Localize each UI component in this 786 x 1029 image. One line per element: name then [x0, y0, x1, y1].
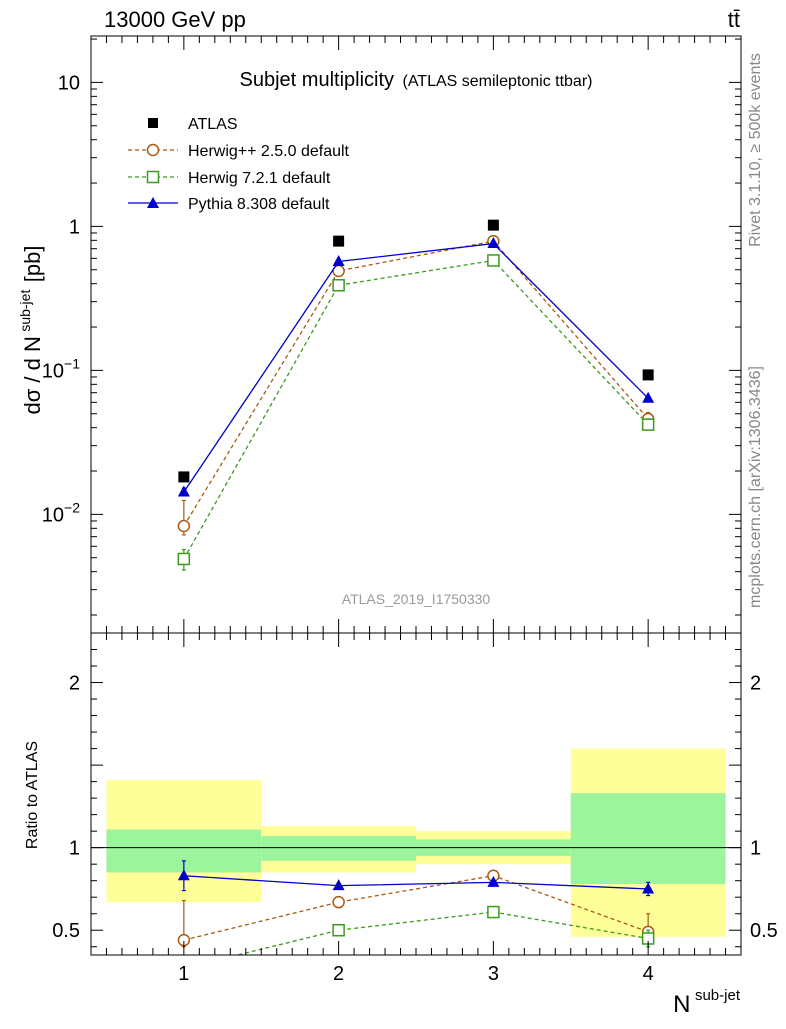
- ratio-inner-band-2: [261, 836, 416, 861]
- xlabel-text: N: [673, 991, 690, 1018]
- ratio-point-herwig-7-2-1-default-2: [332, 923, 345, 937]
- ratio-point-herwig-7-2-1-default-3: [487, 905, 500, 919]
- mcplots-reference-label: mcplots.cern.ch [arXiv:1306.3436]: [747, 366, 764, 608]
- ratio-point-pythia-8-308-default-1: [177, 869, 190, 881]
- main-point-pythia-8-308-default-2: [332, 255, 345, 267]
- ratio-point-pythia-8-308-default-3: [487, 875, 500, 887]
- ylabel-text: dσ / d N: [20, 336, 45, 414]
- main-point-pythia-8-308-default-4: [642, 391, 655, 403]
- main-point-atlas-4: [642, 369, 654, 381]
- legend-label-atlas: ATLAS: [188, 116, 238, 133]
- xtick-label-3: 3: [488, 963, 499, 985]
- ratio-inner-band-4: [570, 793, 726, 884]
- legend-entry-pythia: Pythia 8.308 default: [128, 196, 330, 213]
- main-point-atlas-1: [178, 471, 190, 483]
- ratio-ytick-label-left-0.5: 0.5: [52, 920, 80, 942]
- xlabel-sup: sub-jet: [695, 987, 741, 1004]
- xtick-label-2: 2: [333, 963, 344, 985]
- main-point-pythia-8-308-default-1: [177, 485, 190, 497]
- collision-energy-label: 13000 GeV pp: [104, 7, 246, 32]
- main-ytick-base-0.1: 10: [42, 360, 64, 382]
- legend-marker-herwig7: [146, 170, 160, 184]
- legend-label-herwig7: Herwig 7.2.1 default: [188, 170, 331, 187]
- main-point-herwig-7-2-1-default-1: [177, 552, 191, 566]
- legend-entry-herwig7: Herwig 7.2.1 default: [128, 170, 331, 187]
- main-ytick-exp-0.01: −2: [64, 499, 80, 515]
- ratio-ylabel: Ratio to ATLAS: [24, 741, 41, 849]
- ratio-line-herwigpp-2-5-0-default: [183, 875, 649, 941]
- main-point-herwig-7-2-1-default-4: [641, 418, 655, 431]
- ylabel-sup: sub-jet: [17, 290, 33, 332]
- chart-title: Subjet multiplicity (ATLAS semileptonic …: [240, 69, 593, 91]
- legend-marker-pythia: [147, 197, 159, 208]
- legend-label-pythia: Pythia 8.308 default: [188, 196, 330, 213]
- main-line-pythia-8-308-default: [183, 242, 649, 493]
- main-point-pythia-8-308-default-3: [487, 237, 500, 249]
- ratio-ytick-label-right-1: 1: [750, 838, 761, 860]
- main-line-herwigpp-2-5-0-default: [183, 240, 649, 527]
- xtick-label-4: 4: [643, 963, 654, 985]
- ratio-ytick-label-right-2: 2: [750, 673, 761, 695]
- ratio-ytick-label-left-2: 2: [69, 673, 80, 695]
- xlabel: N sub-jet: [673, 987, 741, 1018]
- main-ytick-base-0.01: 10: [42, 504, 64, 526]
- analysis-id-label: ATLAS_2019_I1750330: [342, 591, 491, 607]
- title-main: Subjet multiplicity: [240, 69, 395, 91]
- title-sub: (ATLAS semileptonic ttbar): [402, 73, 592, 90]
- ratio-line-pythia-8-308-default: [183, 875, 649, 890]
- main-ylabel: dσ / d N sub-jet [pb]: [17, 245, 45, 414]
- main-ytick-label-0.1: 10−1: [42, 355, 80, 382]
- legend-marker-herwigpp: [146, 143, 160, 157]
- ratio-point-pythia-8-308-default-2: [332, 879, 345, 891]
- ylabel-unit: [pb]: [20, 245, 45, 282]
- ratio-point-herwigpp-2-5-0-default-2: [332, 895, 345, 909]
- main-point-herwigpp-2-5-0-default-1: [177, 519, 191, 533]
- main-point-atlas-3: [487, 219, 499, 231]
- main-ytick-exp-0.1: −1: [64, 355, 80, 371]
- legend: ATLAS Herwig++ 2.5.0 default Herwig 7.2.…: [128, 116, 350, 213]
- legend-entry-atlas: ATLAS: [148, 116, 238, 133]
- ratio-ytick-label-right-0.5: 0.5: [750, 920, 778, 942]
- main-point-herwig-7-2-1-default-3: [487, 254, 500, 267]
- main-ytick-label-1: 1: [69, 216, 80, 238]
- ratio-point-pythia-8-308-default-4: [642, 882, 655, 894]
- main-ytick-label-0.01: 10−2: [42, 499, 80, 526]
- main-point-atlas-2: [333, 235, 345, 247]
- rivet-version-label: Rivet 3.1.10, ≥ 500k events: [747, 53, 764, 247]
- legend-label-herwigpp: Herwig++ 2.5.0 default: [188, 143, 350, 160]
- main-line-herwig-7-2-1-default: [183, 259, 649, 560]
- main-point-herwig-7-2-1-default-2: [332, 279, 345, 292]
- xtick-label-1: 1: [178, 963, 189, 985]
- legend-marker-atlas: [148, 118, 158, 128]
- ratio-ytick-label-left-1: 1: [69, 838, 80, 860]
- process-label: tt̄: [728, 7, 740, 32]
- main-ytick-label-10: 10: [58, 72, 80, 94]
- legend-entry-herwigpp: Herwig++ 2.5.0 default: [128, 143, 350, 160]
